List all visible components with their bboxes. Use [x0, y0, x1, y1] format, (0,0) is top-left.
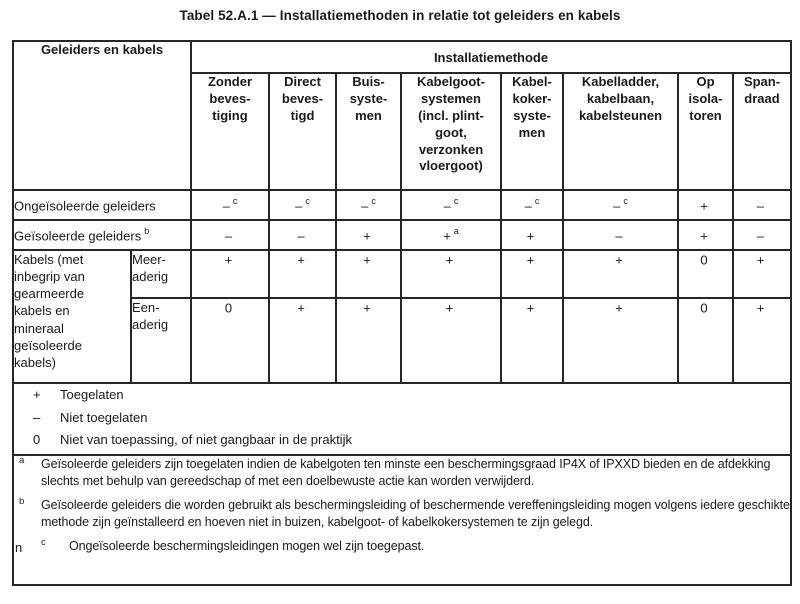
table-cell: + [335, 297, 402, 384]
legend-item-toegelaten: + Toegelaten [15, 386, 789, 404]
table-cell: + [268, 297, 337, 384]
row-sublabel-eenaderig: Een- aderig [130, 297, 192, 384]
footnote-prefix: n [15, 539, 23, 555]
table-cell: – c [400, 189, 502, 221]
installation-methods-table: Geleiders en kabels Installatiemethode Z… [11, 40, 793, 586]
table-row-kabels-eenaderig: Een- aderig 0 + + + + + 0 + [13, 297, 793, 384]
column-header-direct-bevestigd: Direct beves- tigd [268, 72, 337, 191]
table-cell: – c [190, 189, 270, 221]
column-header-kabelladder: Kabelladder, kabelbaan, kabelsteunen [562, 72, 679, 191]
legend-item-niet-toegelaten: – Niet toegelaten [15, 409, 789, 427]
table-cell: + [500, 219, 564, 251]
table-title: Tabel 52.A.1 — Installatiemethoden in re… [179, 8, 621, 23]
table-cell: 0 [677, 297, 734, 384]
table-cell: + [731, 297, 793, 384]
table-cell: – c [562, 189, 679, 221]
footnotes-row: a Geïsoleerde geleiders zijn toegelaten … [11, 453, 793, 586]
table-cell: 0 [190, 297, 270, 384]
group-header: Installatiemethode [189, 40, 793, 74]
table-row-ongeisoleerde-geleiders: Ongeïsoleerde geleiders – c – c – c – c – c –… [12, 189, 793, 221]
legend-symbol: + [33, 387, 41, 402]
legend-text: Niet van toepassing, of niet gangbaar in… [60, 432, 352, 448]
column-header-op-isolatoren: Op isola- toren [677, 72, 734, 191]
column-header-kabelgootsystemen: Kabelgoot- systemen (incl. plint- goot, … [400, 72, 502, 191]
table-cell: – [268, 219, 337, 251]
row-label: Ongeïsoleerde geleiders [12, 189, 192, 221]
footnote-text: Ongeïsoleerde beschermingsleidingen moge… [69, 538, 425, 553]
table-cell: + [731, 249, 793, 299]
table-cell: – c [500, 189, 564, 221]
legend-text: Niet toegelaten [60, 409, 148, 425]
legend: + Toegelaten – Niet toegelaten 0 Niet va… [11, 382, 793, 456]
table-cell: + [400, 249, 502, 299]
table-cell: – [190, 219, 270, 251]
corner-header: Geleiders en kabels [12, 40, 192, 191]
header-row-group: Geleiders en kabels Installatiemethode [12, 40, 793, 191]
row-group-label-kabels: Kabels (met inbegrip van gearmeerde kabe… [12, 249, 132, 384]
column-header-zonder-bevestiging: Zonder beves- tiging [190, 72, 270, 191]
footnotes: a Geïsoleerde geleiders zijn toegelaten … [11, 453, 793, 586]
table-cell: + [500, 249, 564, 299]
table-cell: + [335, 249, 402, 299]
table-cell: + [268, 249, 337, 299]
header-row-methods: Zonder beves- tiging Direct beves- tigd … [13, 72, 793, 191]
table-cell: + [190, 249, 270, 299]
legend-item-niet-van-toepassing: 0 Niet van toepassing, of niet gangbaar … [15, 431, 789, 449]
table-cell: + [677, 189, 734, 221]
legend-text: Toegelaten [60, 387, 124, 402]
table-cell: + [335, 219, 402, 251]
column-header-kabelkokersystemen: Kabel- koker- syste- men [500, 72, 564, 191]
table-cell: – c [268, 189, 337, 221]
footnote-text: Geïsoleerde geleiders die worden gebruik… [41, 497, 790, 530]
row-label: Geïsoleerde geleiders b [12, 219, 192, 251]
table-cell: – [562, 219, 679, 251]
legend-row: + Toegelaten – Niet toegelaten 0 Niet va… [11, 382, 793, 456]
table-cell: + [562, 249, 679, 299]
table-cell: + [400, 297, 502, 384]
table-cell: + [500, 297, 564, 384]
row-sublabel-meeraderig: Meer- aderig [130, 249, 192, 299]
legend-symbol: – [33, 409, 41, 425]
table-cell: + [677, 219, 734, 251]
table-cell: – c [335, 189, 402, 221]
table-cell: 0 [677, 249, 734, 299]
legend-symbol: 0 [33, 432, 41, 448]
table-row-kabels-meeraderig: Kabels (met inbegrip van gearmeerde kabe… [12, 249, 793, 384]
table-cell: + a [400, 219, 502, 251]
footnote-b: b Geïsoleerde geleiders die worden gebru… [15, 495, 790, 532]
footnote-marker: a [19, 454, 25, 466]
footnote-c: n c Ongeïsoleerde beschermingsleidingen … [15, 536, 789, 556]
table-cell: – [731, 189, 793, 221]
footnote-text: Geïsoleerde geleiders zijn toegelaten in… [41, 456, 771, 489]
table-row-geisoleerde-geleiders: Geïsoleerde geleiders b – – + + a + – + – [12, 219, 793, 251]
footnote-marker: b [19, 495, 25, 507]
table-cell: – [731, 219, 793, 251]
footnote-a: a Geïsoleerde geleiders zijn toegelaten … [15, 454, 789, 491]
column-header-buissystemen: Buis- syste- men [335, 72, 402, 191]
column-header-spandraad: Span- draad [731, 72, 793, 191]
footnote-marker: c [41, 536, 46, 548]
table-cell: + [562, 297, 679, 384]
